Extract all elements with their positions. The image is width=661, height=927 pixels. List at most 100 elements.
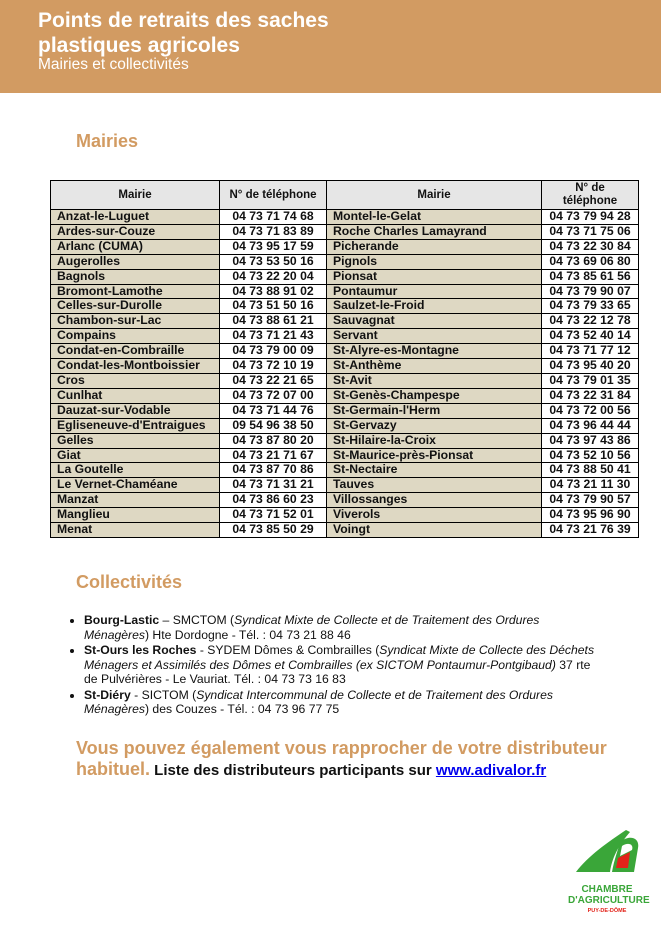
mairie-name: Servant [326, 328, 542, 345]
mairie-name: Bromont-Lamothe [50, 283, 220, 300]
phone-number: 04 73 72 10 19 [219, 358, 327, 374]
phone-number: 04 73 71 77 12 [541, 343, 639, 360]
mairie-name: St-Hilaire-la-Croix [326, 432, 542, 449]
table-row: Bromont-Lamothe 04 73 88 91 02 Pontaumur 04… [50, 283, 639, 300]
phone-number: 04 73 22 31 84 [541, 387, 639, 404]
collectivite-place: St-Diéry [84, 687, 131, 702]
phone-number: 09 54 96 38 50 [219, 417, 327, 434]
logo-emblem-icon [576, 830, 639, 872]
phone-number: 04 73 79 90 57 [541, 492, 639, 509]
mairie-name: St-Maurice-près-Pionsat [326, 447, 542, 464]
collectivite-contact: ) des Couzes - Tél. : 04 73 96 77 75 [144, 702, 340, 716]
table-row: Augerolles 04 73 53 50 16 Pignols 04 73 69 … [50, 253, 639, 270]
mairie-name: Ardes-sur-Couze [50, 223, 220, 240]
mairie-name: Condat-les-Montboissier [50, 358, 220, 374]
phone-number: 04 73 71 52 01 [219, 507, 327, 524]
phone-number: 04 73 79 00 09 [219, 343, 327, 360]
phone-number: 04 73 71 21 43 [219, 328, 327, 345]
mairies-table: Mairie N° de téléphone Mairie N° de télé… [50, 180, 639, 538]
table-row: Cunlhat 04 73 72 07 00 St-Genès-Champespe 0… [50, 387, 639, 404]
collectivite-org: – SMCTOM ( [159, 613, 235, 627]
closing-highlight: Vous pouvez également vous rapprocher de… [76, 738, 607, 779]
list-item: Bourg-Lastic – SMCTOM (Syndicat Mixte de… [84, 613, 604, 642]
table-row: Egliseneuve-d'Entraigues 09 54 96 38 50 St… [50, 417, 639, 434]
phone-number: 04 73 52 10 56 [541, 447, 639, 464]
table-header-row: Mairie N° de téléphone Mairie N° de télé… [50, 180, 639, 210]
mairie-name: St-Nectaire [326, 462, 542, 479]
collectivites-list: Bourg-Lastic – SMCTOM (Syndicat Mixte de… [62, 613, 604, 718]
mairie-name: Voingt [326, 522, 542, 538]
table-row: Bagnols 04 73 22 20 04 Pionsat 04 73 85 61 … [50, 268, 639, 285]
phone-number: 04 73 87 70 86 [219, 462, 327, 479]
table-row: Condat-en-Combraille 04 73 79 00 09 St-Aly… [50, 343, 639, 360]
table-row: Le Vernet-Chaméane 04 73 71 31 21 Tauves 04… [50, 477, 639, 494]
phone-number: 04 73 21 76 39 [541, 522, 639, 538]
collectivite-org: - SYDEM Dômes & Combrailles ( [196, 643, 380, 657]
mairie-name: Sauvagnat [326, 313, 542, 330]
page-title-line1: Points de retraits des saches [38, 9, 329, 32]
logo-text-line2: D'AGRICULTURE [568, 895, 650, 906]
phone-number: 04 73 79 90 07 [541, 283, 639, 300]
mairie-name: Chambon-sur-Lac [50, 313, 220, 330]
collectivite-place: Bourg-Lastic [84, 613, 160, 627]
closing-paragraph: Vous pouvez également vous rapprocher de… [76, 738, 636, 781]
logo-text-line3: PUY-DE-DÔME [587, 908, 627, 914]
list-item: St-Ours les Roches - SYDEM Dômes & Combr… [84, 643, 604, 687]
collectivite-contact: ) Hte Dordogne - Tél. : 04 73 21 88 46 [144, 627, 351, 642]
mairie-name: Egliseneuve-d'Entraigues [50, 417, 220, 434]
phone-number: 04 73 87 80 20 [219, 432, 327, 449]
phone-number: 04 73 85 61 56 [541, 268, 639, 285]
col-mairie: Mairie [50, 180, 220, 210]
table-row: Compains 04 73 71 21 43 Servant 04 73 52 40… [50, 328, 639, 345]
mairie-name: Dauzat-sur-Vodable [50, 402, 220, 419]
mairie-name: Viverols [326, 507, 542, 524]
mairie-name: Condat-en-Combraille [50, 343, 220, 360]
logo-text-line1: CHAMBRE [581, 884, 633, 895]
mairie-name: Roche Charles Lamayrand [326, 223, 542, 240]
phone-number: 04 73 53 50 16 [219, 253, 327, 270]
phone-number: 04 73 88 50 41 [541, 462, 639, 479]
table-row: Giat 04 73 21 71 67 St-Maurice-près-Pionsa… [50, 447, 639, 464]
page-subtitle: Mairies et collectivités [38, 56, 189, 73]
phone-number: 04 73 22 20 04 [219, 268, 327, 285]
closing-text: Liste des distributeurs participants sur [150, 762, 436, 779]
mairie-name: Montel-le-Gelat [326, 209, 542, 225]
phone-number: 04 73 22 30 84 [541, 238, 639, 255]
phone-number: 04 73 71 74 68 [219, 209, 327, 225]
phone-number: 04 73 79 01 35 [541, 372, 639, 389]
phone-number: 04 73 72 00 56 [541, 402, 639, 419]
mairie-name: St-Genès-Champespe [326, 387, 542, 404]
header-banner: Points de retraits des saches plastiques… [0, 0, 661, 93]
mairies-heading: Mairies [76, 131, 139, 151]
phone-number: 04 73 79 33 65 [541, 298, 639, 315]
phone-number: 04 73 22 12 78 [541, 313, 639, 330]
col-phone: N° de téléphone [219, 180, 327, 210]
phone-number: 04 73 21 71 67 [219, 447, 327, 464]
collectivite-fullname: Syndicat Intercommunal de Collecte et de… [84, 687, 553, 717]
mairie-name: St-Avit [326, 372, 542, 389]
collectivite-place: St-Ours les Roches [84, 643, 197, 657]
mairie-name: Manglieu [50, 507, 220, 524]
table-row: Menat 04 73 85 50 29 Voingt 04 73 21 76 39 [50, 522, 639, 538]
phone-number: 04 73 51 50 16 [219, 298, 327, 315]
adivalor-link[interactable]: www.adivalor.fr [435, 762, 547, 779]
mairie-name: Arlanc (CUMA) [50, 238, 220, 255]
mairie-name: Cros [50, 372, 220, 389]
mairie-name: Picherande [326, 238, 542, 255]
table-row: Celles-sur-Durolle 04 73 51 50 16 Saulzet-… [50, 298, 639, 315]
list-item: St-Diéry - SICTOM (Syndicat Intercommuna… [84, 688, 604, 717]
collectivite-fullname: Syndicat Mixte de Collecte et de Traitem… [84, 613, 540, 642]
phone-number: 04 73 52 40 14 [541, 328, 639, 345]
mairie-name: Pignols [326, 253, 542, 270]
phone-number: 04 73 96 44 44 [541, 417, 639, 434]
phone-number: 04 73 21 11 30 [541, 477, 639, 494]
table-row: Dauzat-sur-Vodable 04 73 71 44 76 St-Germa… [50, 402, 639, 419]
col-phone: N° de téléphone [541, 180, 639, 210]
phone-number: 04 73 71 31 21 [219, 477, 327, 494]
phone-number: 04 73 85 50 29 [219, 522, 327, 538]
mairie-name: Villossanges [326, 492, 542, 509]
phone-number: 04 73 97 43 86 [541, 432, 639, 449]
mairie-name: St-Alyre-es-Montagne [326, 343, 542, 360]
mairie-name: Giat [50, 447, 220, 464]
mairie-name: St-Gervazy [326, 417, 542, 434]
